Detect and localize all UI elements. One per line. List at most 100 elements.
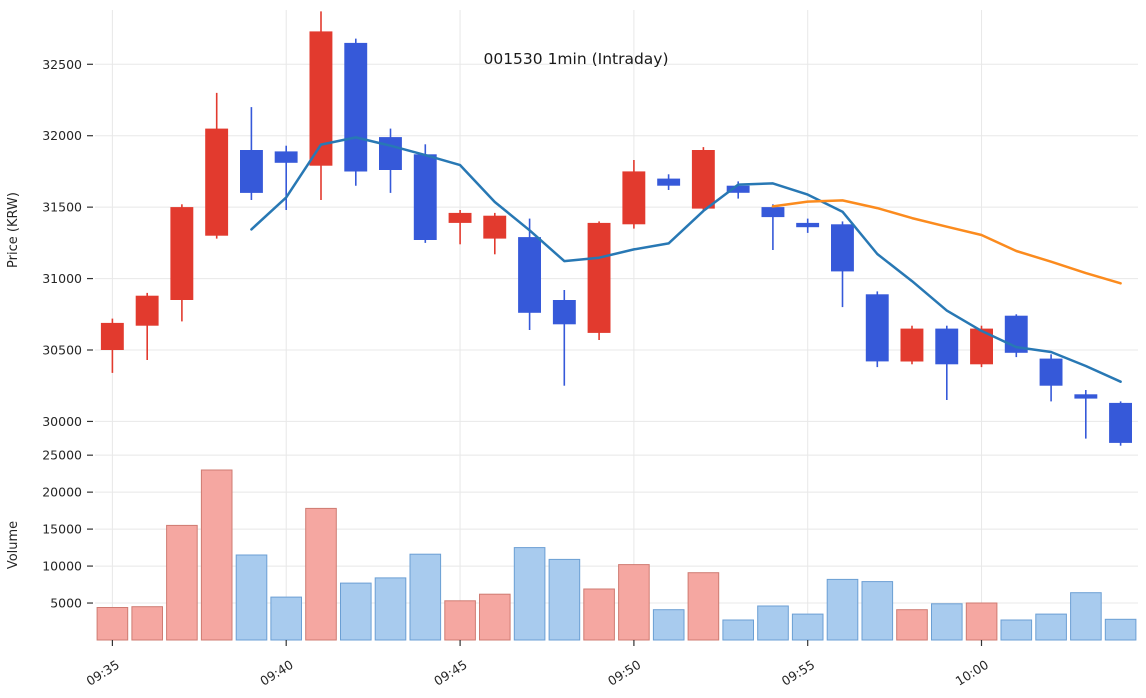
x-tick-label: 09:35 [83, 657, 122, 689]
candle [483, 212, 507, 255]
price-tick-label: 32000 [42, 128, 82, 143]
candle-body [100, 322, 124, 350]
candle [831, 221, 854, 308]
volume-tick-label: 15000 [42, 522, 82, 537]
price-axis-label: Price (KRW) [6, 192, 21, 268]
volume-bar [235, 554, 268, 641]
volume-axis-label: Volume [6, 521, 21, 569]
volume-bar [757, 605, 789, 641]
candle [761, 204, 785, 250]
volume-bar [1035, 613, 1067, 641]
candle [657, 174, 681, 190]
volume-tick-label: 25000 [42, 448, 82, 463]
volume-bar [131, 606, 163, 641]
candle [518, 218, 541, 330]
candle-body [831, 224, 854, 272]
x-tick-label: 09:55 [779, 657, 818, 689]
candle-body [518, 237, 541, 313]
price-tick-label: 31000 [42, 271, 82, 286]
candle-body [622, 171, 646, 225]
volume-bar [861, 581, 894, 641]
candle-body [170, 207, 194, 300]
volume-tick-label: 5000 [50, 596, 82, 611]
candle [309, 11, 333, 200]
volume-bar [618, 564, 650, 641]
candle-body [587, 222, 611, 333]
candle-body [205, 128, 229, 236]
price-tick-label: 31500 [42, 200, 82, 215]
x-tick-label: 09:40 [257, 657, 296, 689]
volume-bar [583, 588, 615, 641]
candle [1074, 390, 1098, 439]
price-tick-label: 30500 [42, 343, 82, 358]
volume-panel [96, 469, 1137, 641]
candle [170, 204, 194, 322]
ma20-line [771, 199, 1122, 285]
volume-bar [931, 603, 963, 641]
volume-bar [340, 582, 372, 641]
candle [413, 144, 437, 243]
candle-body [657, 178, 681, 186]
candle [970, 325, 993, 368]
volume-bar [1104, 618, 1137, 641]
candle [448, 210, 472, 245]
candle-body [240, 150, 263, 193]
candle-body [274, 151, 298, 163]
candle [1004, 314, 1028, 358]
candle-body [552, 300, 576, 325]
volume-bar [548, 558, 581, 641]
volume-bar [374, 577, 407, 641]
candle-body [309, 31, 333, 166]
volume-bar [444, 600, 476, 641]
volume-bar [687, 572, 720, 641]
candle [205, 92, 229, 239]
candle [796, 218, 820, 233]
volume-bar [722, 619, 755, 641]
x-tick-label: 09:45 [431, 657, 470, 689]
candle-body [1074, 394, 1098, 399]
candle-body [935, 328, 959, 365]
candle [379, 128, 402, 193]
volume-bar [513, 547, 546, 641]
candle-body [865, 294, 889, 362]
volume-bar [896, 609, 928, 641]
volume-bar [409, 553, 442, 641]
volume-tick-label: 20000 [42, 485, 82, 500]
volume-bar [965, 602, 998, 641]
chart-title: 001530 1min (Intraday) [483, 50, 668, 68]
candle-body [796, 222, 820, 228]
candle-body [413, 154, 437, 240]
candle [900, 325, 924, 365]
candle [1039, 354, 1063, 402]
volume-bar [479, 593, 511, 641]
candle-body [1109, 402, 1132, 443]
volume-bar [1070, 592, 1102, 641]
candle [552, 290, 576, 386]
ma5-line [250, 136, 1122, 383]
candle [240, 107, 263, 200]
candle-body [135, 295, 159, 326]
candle-body [448, 212, 472, 223]
price-tick-label: 30000 [42, 414, 82, 429]
ma-overlays [250, 136, 1122, 383]
candle [691, 147, 715, 210]
x-tick-label: 10:00 [953, 657, 992, 689]
volume-bar [166, 524, 198, 641]
candle [1109, 401, 1132, 446]
volume-bar [200, 469, 233, 641]
price-panel [100, 11, 1132, 446]
candle-body [900, 328, 924, 362]
volume-bar [305, 507, 337, 641]
volume-bar [96, 607, 129, 641]
price-tick-label: 32500 [42, 57, 82, 72]
candle [274, 145, 298, 210]
candle-body [1039, 358, 1063, 386]
volume-bar [1000, 619, 1033, 641]
volume-bar [652, 609, 685, 641]
candle-body [691, 150, 715, 209]
candle [587, 221, 611, 340]
candle-body [483, 215, 507, 239]
candle-body [970, 328, 993, 365]
